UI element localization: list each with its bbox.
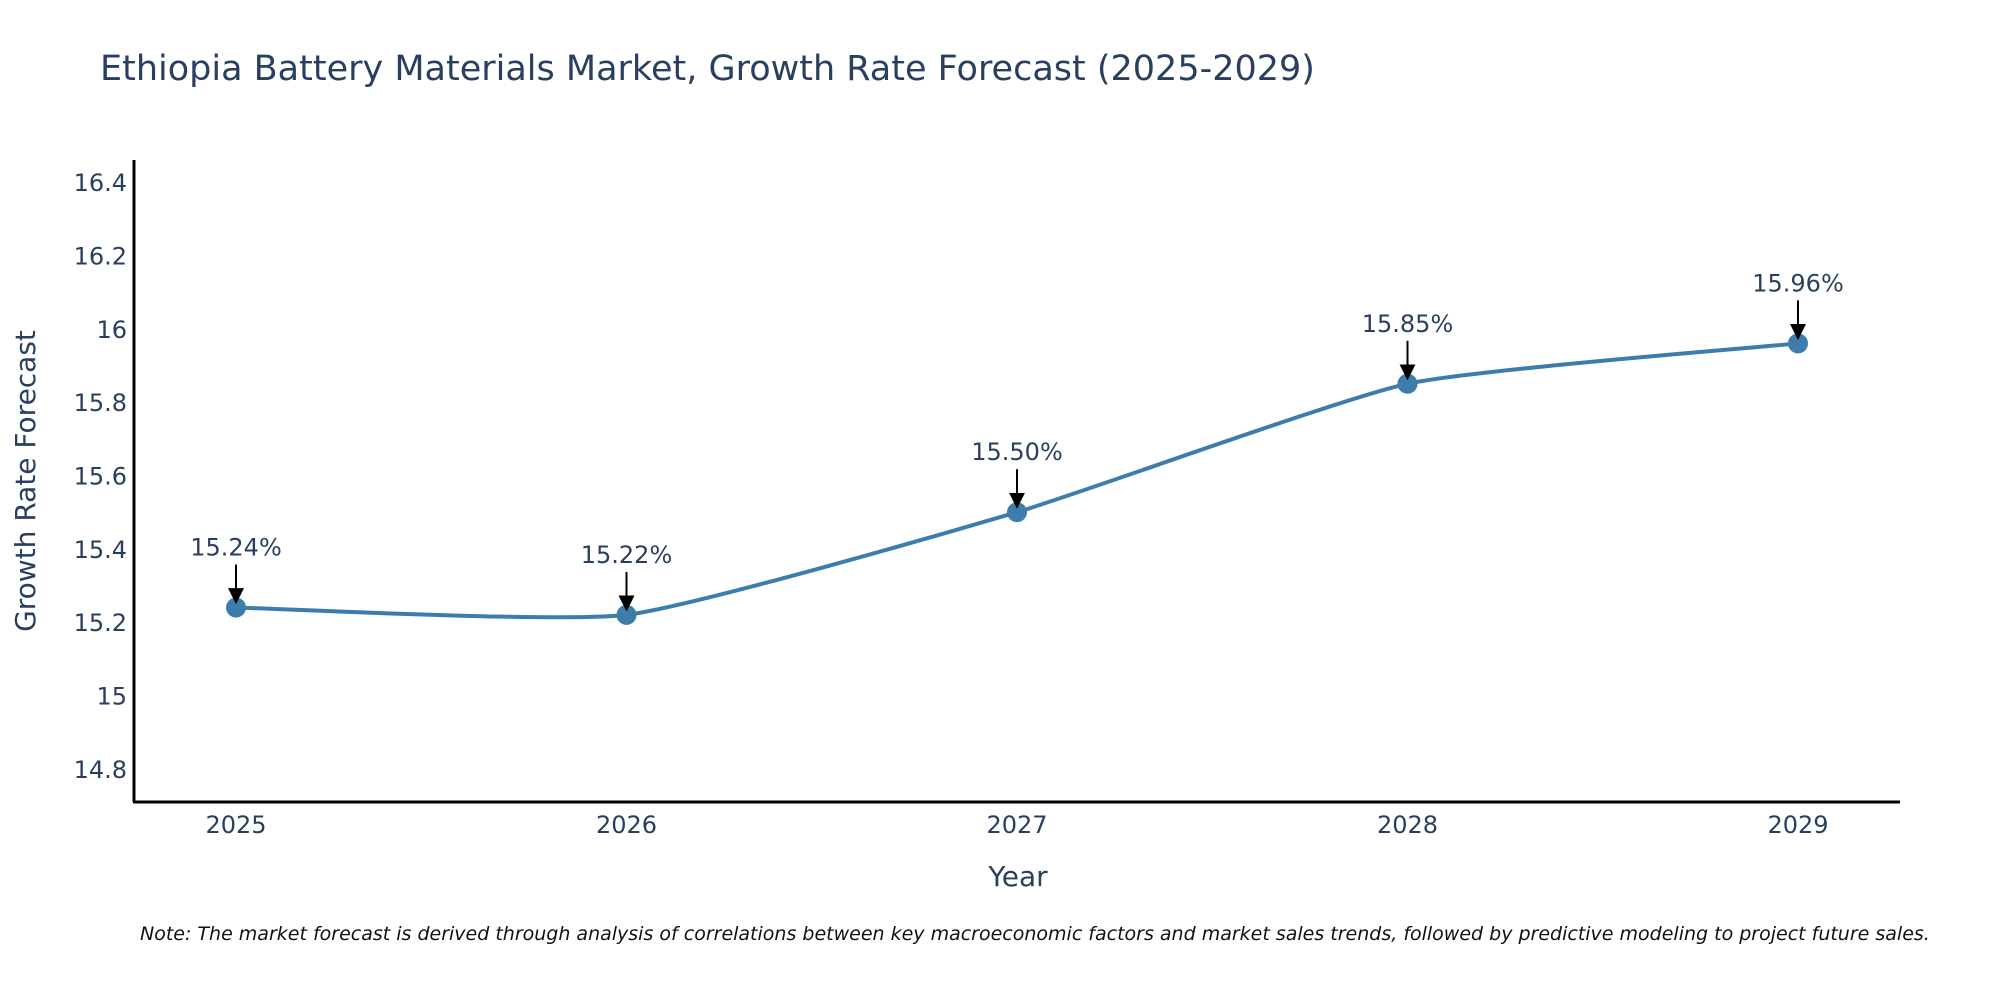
x-axis-title: Year: [987, 860, 1048, 893]
y-tick-label: 15.4: [74, 536, 127, 564]
x-tick-label: 2028: [1377, 811, 1438, 839]
footnote: Note: The market forecast is derived thr…: [140, 923, 1930, 945]
y-tick-label: 15.2: [74, 609, 127, 637]
x-tick-label: 2025: [205, 811, 266, 839]
y-tick-label: 16.4: [74, 169, 127, 197]
y-tick-label: 15.8: [74, 389, 127, 417]
y-tick-label: 16: [96, 316, 127, 344]
y-tick-label: 14.8: [74, 756, 127, 784]
y-axis-ticks: 14.8 15 15.2 15.4 15.6 15.8 16 16.2 16.4: [74, 169, 127, 784]
y-tick-label: 16.2: [74, 242, 127, 270]
y-axis-title: Growth Rate Forecast: [9, 330, 42, 632]
data-label: 15.50%: [971, 438, 1063, 466]
data-label: 15.24%: [190, 534, 282, 562]
chart-title: Ethiopia Battery Materials Market, Growt…: [100, 49, 1315, 89]
y-tick-label: 15.6: [74, 462, 127, 490]
data-annotations: 15.24% 15.22% 15.50% 15.85% 15.96%: [190, 269, 1844, 612]
data-label: 15.22%: [581, 541, 673, 569]
y-tick-label: 15: [96, 683, 127, 711]
data-label: 15.96%: [1752, 269, 1844, 297]
x-tick-label: 2027: [986, 811, 1047, 839]
data-label: 15.85%: [1362, 310, 1454, 338]
x-tick-label: 2026: [596, 811, 657, 839]
x-axis-ticks: 2025 2026 2027 2028 2029: [205, 811, 1828, 839]
x-tick-label: 2029: [1767, 811, 1828, 839]
